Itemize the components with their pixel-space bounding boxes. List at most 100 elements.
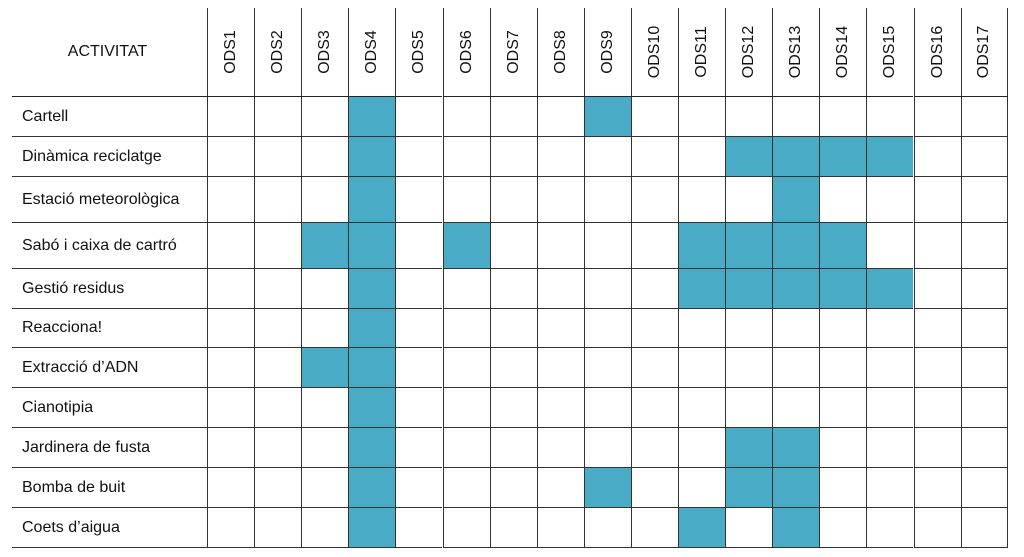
matrix-cell (819, 177, 867, 223)
activity-cell: Dinàmica reciclatge (12, 137, 207, 177)
matrix-cell (630, 177, 678, 223)
marked-cell (819, 223, 867, 269)
matrix-cell (725, 348, 773, 388)
marked-cell (678, 269, 726, 309)
column-header: ODS8 (536, 8, 584, 97)
matrix-cell (678, 137, 726, 177)
marked-cell (772, 177, 820, 223)
matrix-cell (254, 468, 302, 508)
matrix-cell (395, 348, 443, 388)
activity-cell: Cianotipia (12, 388, 207, 428)
column-label: ODS10 (645, 25, 663, 79)
marked-cell (301, 223, 349, 269)
matrix-cell (866, 177, 914, 223)
column-header: ODS3 (301, 8, 349, 97)
matrix-cell (254, 428, 302, 468)
matrix-cell (489, 269, 537, 309)
matrix-cell (725, 508, 773, 548)
column-header: ODS5 (395, 8, 443, 97)
column-label: ODS5 (410, 30, 428, 74)
marked-cell (866, 269, 914, 309)
matrix-cell (913, 269, 961, 309)
marked-cell (772, 428, 820, 468)
matrix-cell (630, 137, 678, 177)
matrix-cell (254, 269, 302, 309)
matrix-cell (630, 388, 678, 428)
matrix-cell (254, 177, 302, 223)
matrix-cell (630, 428, 678, 468)
matrix-cell (630, 97, 678, 137)
matrix-cell (819, 468, 867, 508)
column-header: ODS2 (254, 8, 302, 97)
matrix-cell (960, 388, 1008, 428)
activity-cell: Extracció d’ADN (12, 348, 207, 388)
matrix-cell (913, 97, 961, 137)
marked-cell (725, 428, 773, 468)
matrix-cell (866, 388, 914, 428)
matrix-cell (960, 269, 1008, 309)
matrix-cell (960, 97, 1008, 137)
marked-cell (348, 348, 396, 388)
matrix-cell (442, 468, 490, 508)
column-header: ODS17 (960, 8, 1008, 97)
matrix-cell (630, 223, 678, 269)
matrix-cell (489, 468, 537, 508)
matrix-cell (442, 388, 490, 428)
matrix-cell (536, 137, 584, 177)
matrix-cell (725, 388, 773, 428)
matrix-cell (960, 223, 1008, 269)
column-header: ODS10 (630, 8, 678, 97)
matrix-cell (725, 177, 773, 223)
column-header: ODS13 (772, 8, 820, 97)
matrix-cell (489, 428, 537, 468)
matrix-cell (207, 468, 255, 508)
activity-cell: Gestió residus (12, 269, 207, 309)
column-label: ODS13 (787, 25, 805, 79)
matrix-cell (630, 348, 678, 388)
matrix-cell (301, 177, 349, 223)
matrix-cell (536, 348, 584, 388)
column-label: ODS4 (363, 30, 381, 74)
column-label: ODS9 (598, 30, 616, 74)
matrix-cell (207, 269, 255, 309)
matrix-cell (489, 508, 537, 548)
matrix-cell (913, 223, 961, 269)
matrix-cell (536, 269, 584, 309)
matrix-cell (395, 223, 443, 269)
column-label: ODS1 (222, 30, 240, 74)
marked-cell (678, 223, 726, 269)
matrix-cell (913, 388, 961, 428)
matrix-cell (489, 223, 537, 269)
column-header: ODS11 (678, 8, 726, 97)
column-header: ODS7 (489, 8, 537, 97)
matrix-cell (207, 177, 255, 223)
column-label: ODS12 (740, 25, 758, 79)
matrix-cell (913, 428, 961, 468)
marked-cell (725, 223, 773, 269)
matrix-cell (960, 508, 1008, 548)
matrix-cell (583, 177, 631, 223)
activity-cell: Estació meteorològica (12, 177, 207, 223)
activity-cell: Sabó i caixa de cartró (12, 223, 207, 269)
matrix-cell (207, 97, 255, 137)
marked-cell (725, 269, 773, 309)
matrix-cell (301, 309, 349, 348)
matrix-cell (913, 468, 961, 508)
activity-cell: Reacciona! (12, 309, 207, 348)
matrix-cell (866, 97, 914, 137)
column-label: ODS7 (504, 30, 522, 74)
column-label: ODS6 (457, 30, 475, 74)
activity-cell: Bomba de buit (12, 468, 207, 508)
matrix-cell (583, 223, 631, 269)
matrix-cell (489, 177, 537, 223)
matrix-cell (489, 388, 537, 428)
column-header: ODS1 (207, 8, 255, 97)
column-label: ODS14 (834, 25, 852, 79)
matrix-cell (960, 137, 1008, 177)
matrix-cell (395, 309, 443, 348)
matrix-cell (960, 428, 1008, 468)
matrix-cell (819, 428, 867, 468)
matrix-cell (819, 348, 867, 388)
column-label: ODS17 (975, 25, 993, 79)
matrix-cell (207, 388, 255, 428)
